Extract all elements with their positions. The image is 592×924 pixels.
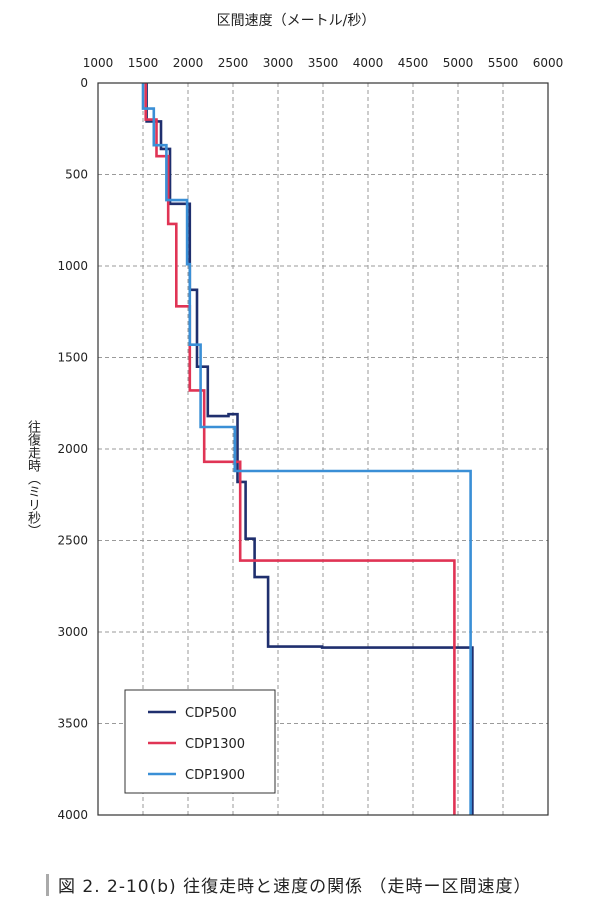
- x-tick-label: 3000: [263, 56, 294, 70]
- x-tick-label: 1000: [83, 56, 114, 70]
- x-tick-label: 2500: [218, 56, 249, 70]
- legend-label: CDP1300: [185, 737, 245, 752]
- y-tick-label: 500: [65, 168, 88, 182]
- legend-label: CDP1900: [185, 768, 245, 783]
- velocity-chart: 1000 1500 2000 2500 3000 3500 4000 4500 5000 5500…: [57, 56, 563, 822]
- series-line-cdp500: [145, 83, 474, 815]
- y-tick-label: 2000: [57, 442, 88, 456]
- x-tick-label: 5000: [443, 56, 474, 70]
- legend-label: CDP500: [185, 706, 237, 721]
- figure-caption: 図 2. 2-10(b) 往復走時と速度の関係 （走時ー区間速度）: [58, 877, 532, 897]
- plot-frame: [97, 82, 549, 816]
- x-tick-label: 4000: [353, 56, 384, 70]
- x-tick-label: 6000: [533, 56, 564, 70]
- y-tick-label: 3000: [57, 625, 88, 639]
- y-tick-label: 1000: [57, 259, 88, 273]
- x-tick-label: 5500: [488, 56, 519, 70]
- x-axis-title: 区間速度（メートル/秒）: [216, 13, 376, 29]
- x-tick-label: 3500: [308, 56, 339, 70]
- y-tick-label: 4000: [57, 808, 88, 822]
- series-line-cdp1300: [144, 83, 456, 815]
- y-tick-label: 2500: [57, 534, 88, 548]
- y-tick-label: 0: [80, 76, 88, 90]
- series-lines: [141, 83, 474, 815]
- legend: CDP500 CDP1300 CDP1900: [124, 689, 276, 794]
- x-tick-label: 2000: [173, 56, 204, 70]
- series-line-cdp1900: [141, 83, 472, 815]
- y-tick-label: 1500: [57, 351, 88, 365]
- legend-box: [124, 689, 276, 794]
- y-axis-title: 往復走時（ミリ秒）: [25, 420, 40, 537]
- axis-ticks: 1000 1500 2000 2500 3000 3500 4000 4500 5000 5500…: [57, 56, 563, 822]
- y-tick-label: 3500: [57, 717, 88, 731]
- x-tick-label: 1500: [128, 56, 159, 70]
- caption-marker: [46, 874, 49, 896]
- x-tick-label: 4500: [398, 56, 429, 70]
